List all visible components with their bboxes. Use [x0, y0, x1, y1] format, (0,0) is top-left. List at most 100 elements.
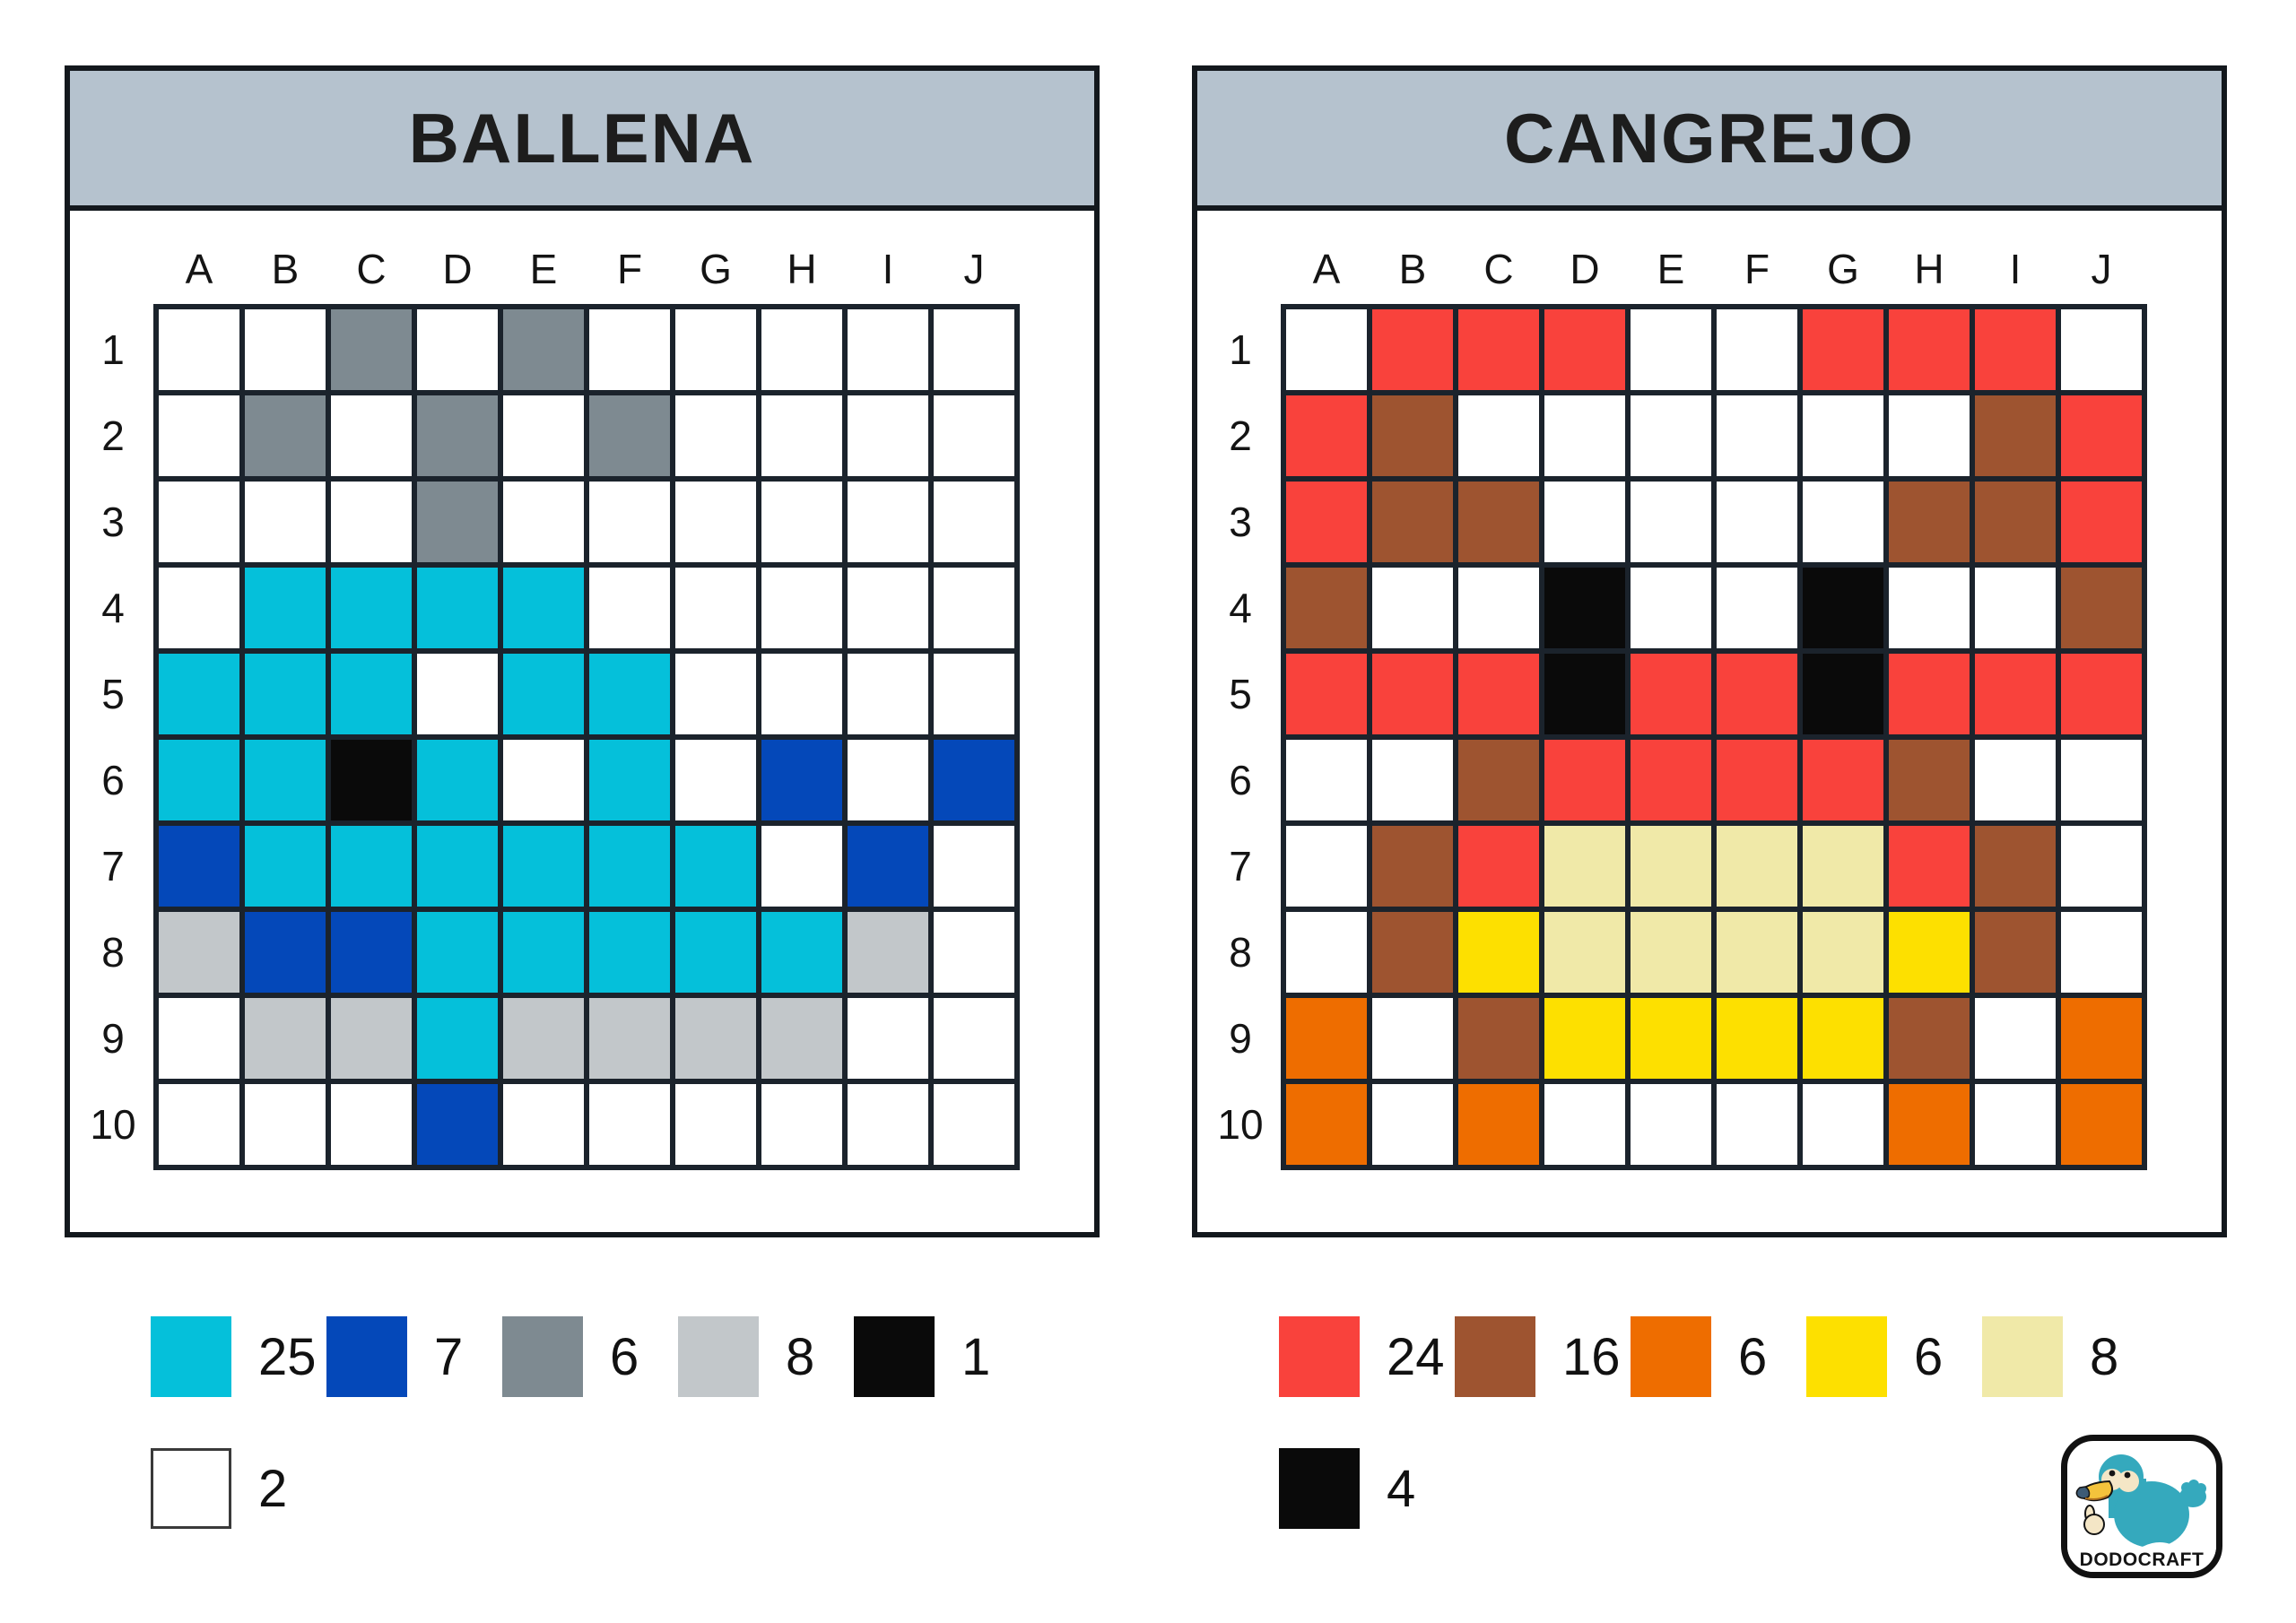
- legend-count: 6: [610, 1327, 639, 1386]
- legend-item: 16: [1455, 1316, 1631, 1397]
- grid-cell: [500, 823, 587, 909]
- grid-cell: [587, 479, 673, 565]
- grid-row: 5: [101, 651, 1017, 737]
- column-label: F: [1744, 246, 1770, 292]
- grid-cell: [673, 995, 759, 1081]
- grid-cell: [931, 651, 1017, 737]
- grid-cell: [845, 909, 931, 995]
- grid-cell: [2058, 565, 2144, 651]
- grid-cell: [931, 823, 1017, 909]
- row-label: 9: [101, 1015, 125, 1062]
- grid-cell: [1542, 823, 1628, 909]
- grid-cell: [1714, 995, 1800, 1081]
- grid-cell: [1886, 651, 1972, 737]
- grid-cell: [759, 307, 845, 393]
- grid-cell: [1628, 909, 1714, 995]
- grid-cell: [242, 565, 328, 651]
- legend-color-swatch: [502, 1316, 583, 1397]
- legend-color-swatch: [1279, 1316, 1360, 1397]
- grid-cell: [1456, 565, 1542, 651]
- grid-row: 1: [1229, 307, 2144, 393]
- grid-cell: [1370, 823, 1456, 909]
- grid-row: 5: [1229, 651, 2144, 737]
- legend-count: 16: [1562, 1327, 1621, 1386]
- grid-cell: [673, 909, 759, 995]
- grid-cell: [1283, 307, 1370, 393]
- grid-row: 9: [101, 995, 1017, 1081]
- grid-cell: [1456, 307, 1542, 393]
- grid-cell: [587, 823, 673, 909]
- grid-cell: [1370, 565, 1456, 651]
- column-label: G: [700, 246, 732, 292]
- grid-cell: [673, 1081, 759, 1167]
- grid-cell: [156, 909, 242, 995]
- grid-row: 8: [1229, 909, 2144, 995]
- column-label: E: [1657, 246, 1685, 292]
- legend-color-swatch: [326, 1316, 407, 1397]
- grid-cell: [414, 565, 500, 651]
- panel-cangrejo: CANGREJO A B C D E F G H I J 1 2 3 4 5 6 7 8 9 10: [1192, 65, 2227, 1237]
- legend-item: 2: [151, 1448, 326, 1529]
- grid-cell: [1972, 565, 2058, 651]
- grid-cell: [1714, 479, 1800, 565]
- grid-cell: [587, 737, 673, 823]
- grid-cell: [2058, 479, 2144, 565]
- grid-cell: [673, 393, 759, 479]
- legend-item: 1: [854, 1316, 1030, 1397]
- legend-item: 6: [1631, 1316, 1806, 1397]
- grid-cell: [500, 737, 587, 823]
- legend-item: 6: [502, 1316, 678, 1397]
- grid-cell: [587, 909, 673, 995]
- legend-count: 6: [1738, 1327, 1768, 1386]
- grid-cell: [156, 823, 242, 909]
- grid-cell: [328, 1081, 414, 1167]
- grid-cell: [845, 995, 931, 1081]
- grid-cell: [2058, 393, 2144, 479]
- grid-cell: [1542, 995, 1628, 1081]
- grid-cell: [500, 393, 587, 479]
- legend-count: 8: [2090, 1327, 2119, 1386]
- legend-color-swatch: [1631, 1316, 1711, 1397]
- dodo-bird-icon: DODOCRAFT: [2067, 1454, 2216, 1572]
- grid-cell: [1972, 1081, 2058, 1167]
- grid-cell: [931, 307, 1017, 393]
- grid-cell: [1628, 737, 1714, 823]
- ballena-legend-row-1: 25 7 6 8 1: [151, 1316, 1030, 1397]
- ballena-title-bar: BALLENA: [70, 71, 1094, 211]
- grid-cell: [1714, 651, 1800, 737]
- ballena-title: BALLENA: [408, 98, 756, 178]
- column-label: D: [1570, 246, 1600, 292]
- grid-row: 7: [101, 823, 1017, 909]
- row-label: 6: [101, 757, 125, 803]
- grid-cell: [1456, 393, 1542, 479]
- grid-cell: [845, 1081, 931, 1167]
- grid-cell: [931, 565, 1017, 651]
- grid-cell: [1370, 909, 1456, 995]
- row-label: 3: [101, 499, 125, 545]
- grid-cell: [328, 565, 414, 651]
- grid-cell: [242, 1081, 328, 1167]
- grid-cell: [1800, 307, 1886, 393]
- grid-cell: [414, 737, 500, 823]
- grid-cell: [1542, 307, 1628, 393]
- grid-cell: [2058, 823, 2144, 909]
- grid-cell: [156, 995, 242, 1081]
- grid-row: 9: [1229, 995, 2144, 1081]
- grid-cell: [1972, 651, 2058, 737]
- legend-color-swatch: [678, 1316, 759, 1397]
- grid-row: 3: [101, 479, 1017, 565]
- grid-cell: [242, 823, 328, 909]
- column-label: I: [2009, 246, 2022, 292]
- legend-item: 24: [1279, 1316, 1455, 1397]
- grid-cell: [759, 393, 845, 479]
- grid-cell: [156, 393, 242, 479]
- legend-item: 6: [1806, 1316, 1982, 1397]
- grid-cell: [1972, 479, 2058, 565]
- ballena-column-labels: A B C D E F G H I J: [156, 241, 1094, 293]
- grid-cell: [500, 909, 587, 995]
- grid-cell: [1886, 737, 1972, 823]
- column-label: D: [442, 246, 473, 292]
- dodocraft-logo: DODOCRAFT: [2061, 1435, 2222, 1578]
- grid-cell: [1972, 995, 2058, 1081]
